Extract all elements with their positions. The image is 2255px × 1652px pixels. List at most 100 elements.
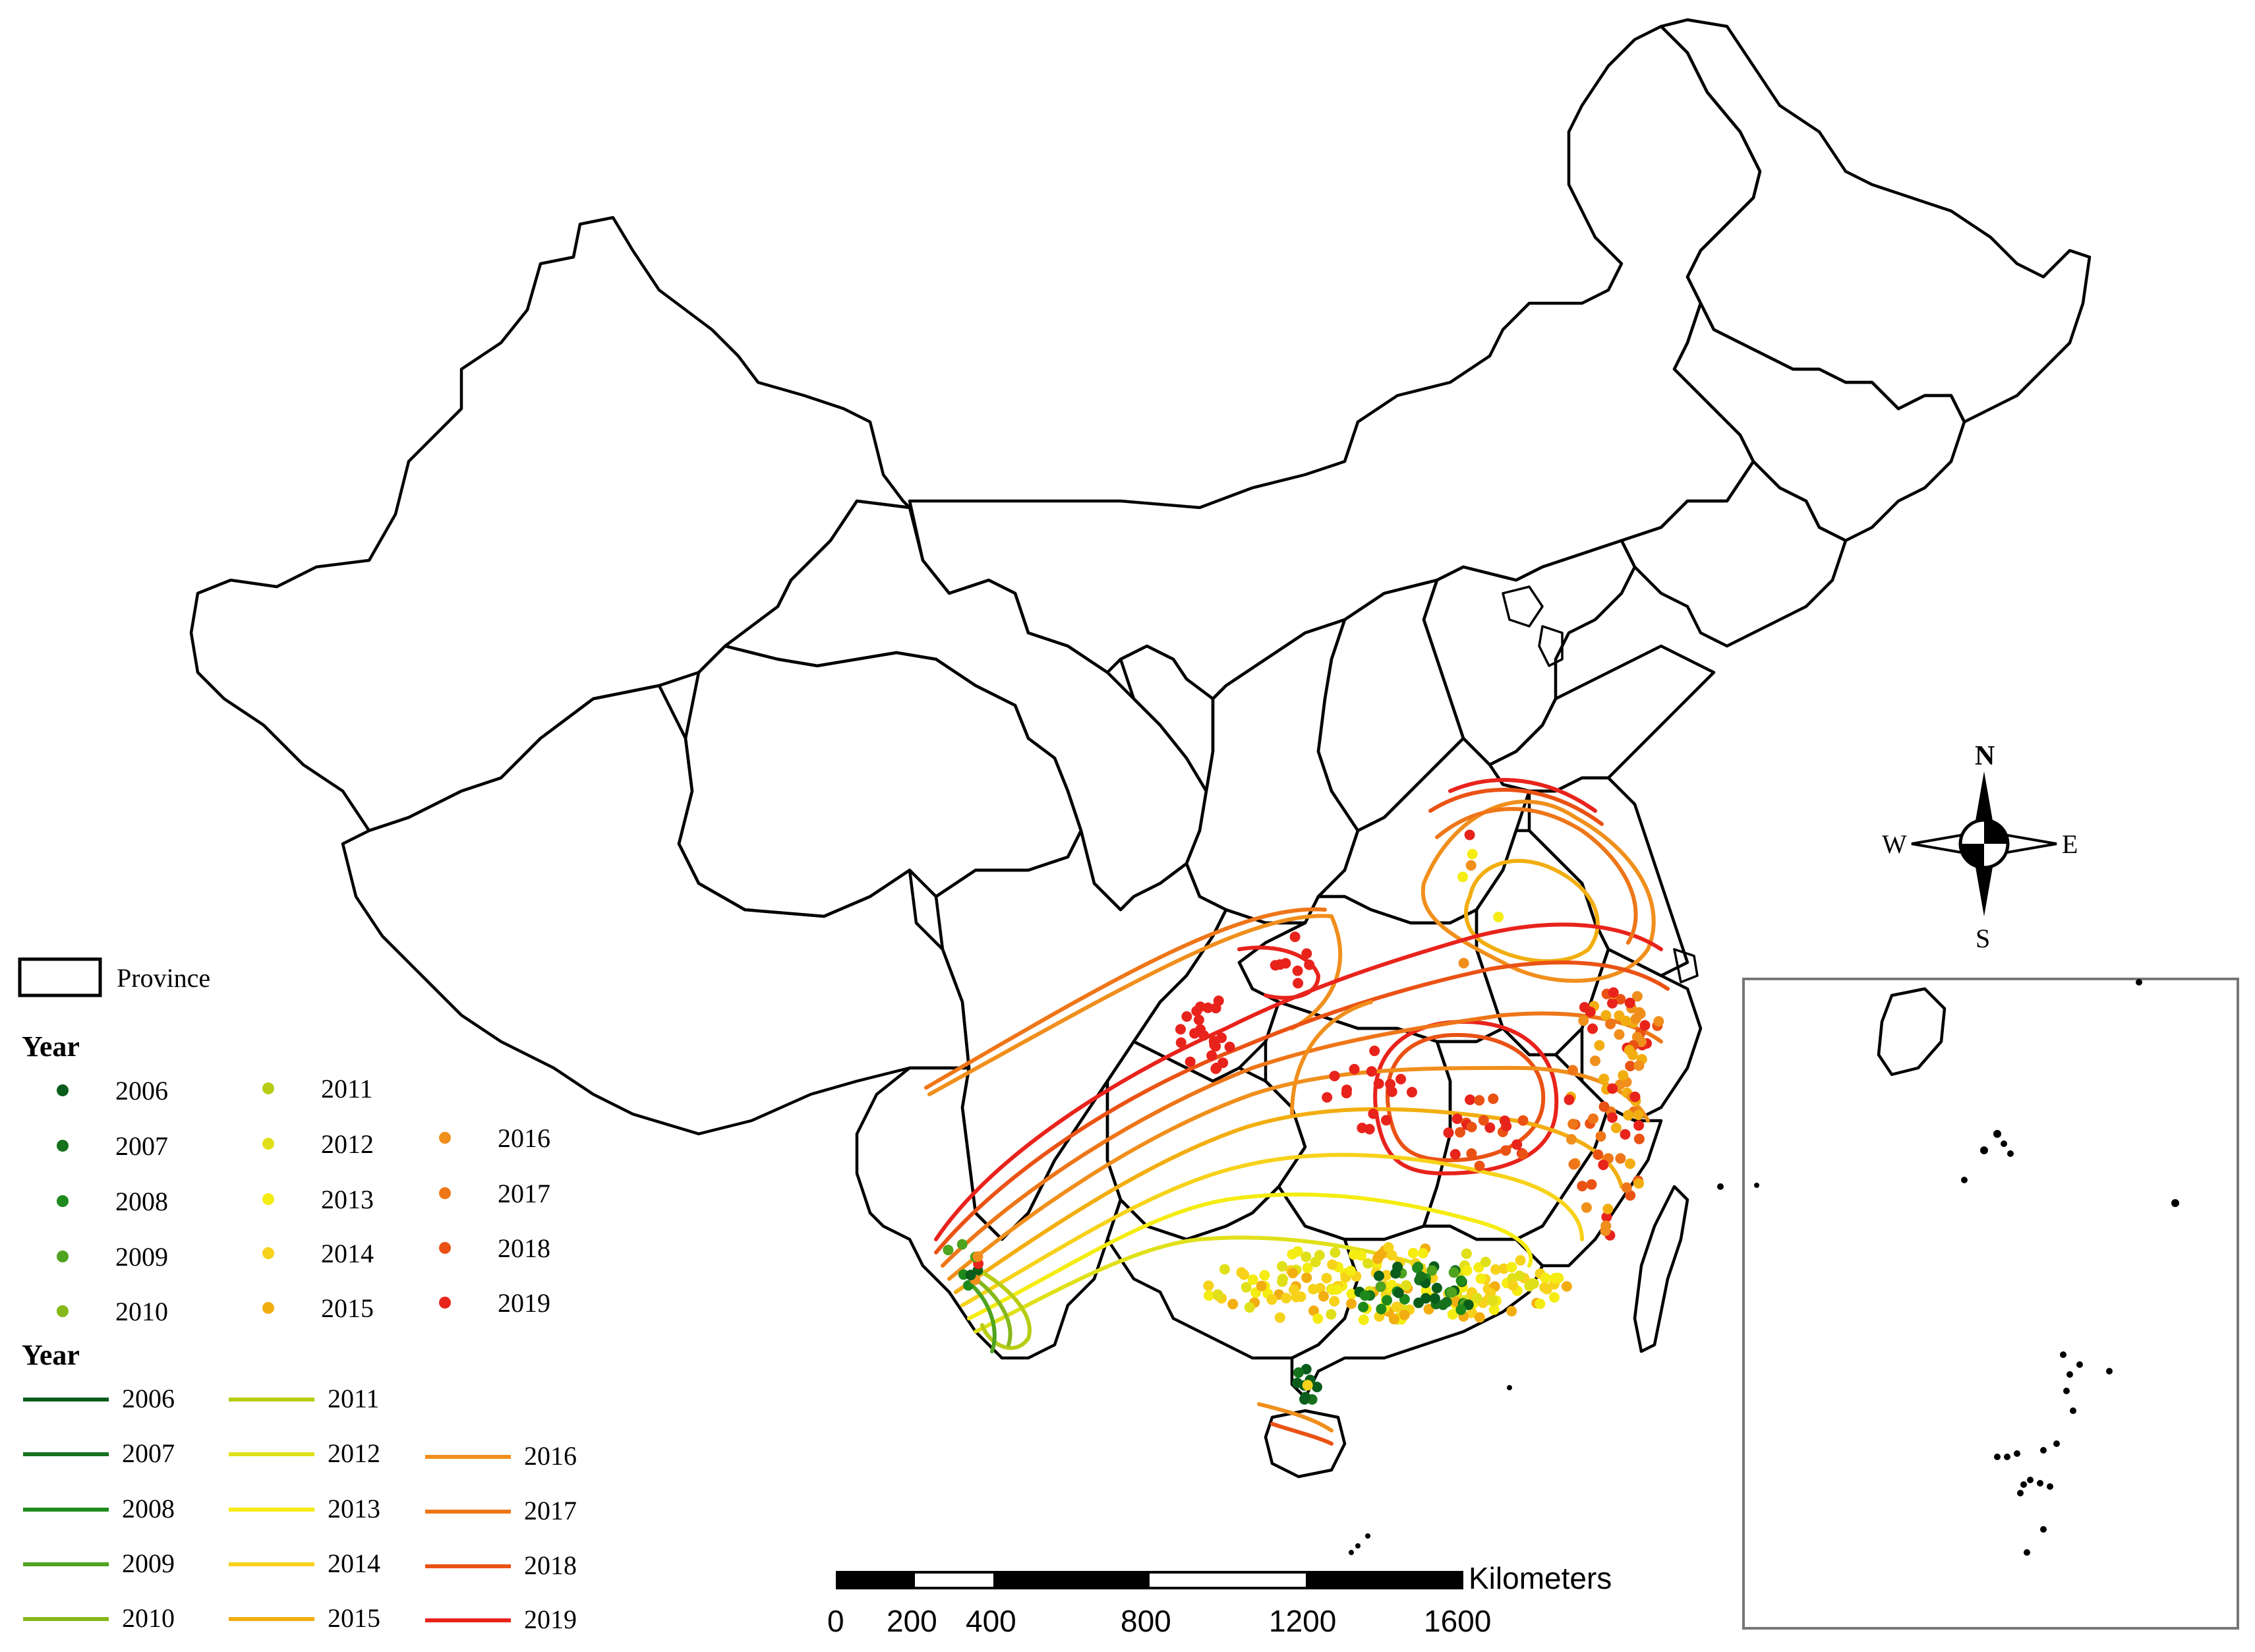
observation-point [1614,1029,1625,1040]
observation-point [1417,1248,1428,1259]
observation-point [956,1239,968,1250]
observation-point [1236,1267,1247,1278]
legend-point-label-2016: 2016 [498,1123,550,1153]
legend-point-marker-2016 [439,1132,451,1144]
province-shandong [1488,644,1716,793]
observation-point [1566,1134,1577,1145]
legend-point-label-2015: 2015 [321,1293,374,1323]
legend-point-label-2008: 2008 [115,1187,168,1216]
observation-point [1247,1274,1258,1285]
observation-point [1386,1250,1397,1261]
observation-point [1426,1265,1438,1276]
observation-point [1374,1270,1384,1282]
observation-point [1517,1115,1529,1126]
observation-point [1508,1280,1519,1291]
observation-point [1301,1251,1312,1262]
province-qinghai [677,644,1083,918]
observation-point [1241,1282,1252,1293]
observation-point [1227,1299,1239,1310]
legend-line-label-2008: 2008 [122,1494,175,1523]
scale-unit: Kilometers [1469,1561,1612,1595]
scale-tick-400: 400 [966,1604,1016,1638]
observation-point [1364,1123,1375,1135]
observation-point [1581,1202,1592,1213]
observation-point [1407,1086,1417,1098]
observation-point [1366,1066,1377,1077]
observation-point [1488,1304,1500,1315]
legend-points-heading: Year [22,1030,80,1063]
observation-point [1474,1095,1485,1106]
compass-west-label: W [1882,829,1907,859]
observation-point [1329,1295,1340,1307]
observation-point [1615,993,1626,1005]
legend-line-label-2013: 2013 [328,1494,380,1523]
observation-point [1493,912,1504,922]
observation-point [1607,997,1618,1009]
legend-point-marker-2012 [262,1138,274,1150]
observation-point [1407,1247,1419,1258]
observation-point [1447,1309,1458,1320]
observation-point [1600,1010,1612,1021]
observation-point [1590,1055,1600,1067]
observation-point [1330,1247,1341,1258]
observation-point [1484,1122,1496,1133]
observation-point [1587,1023,1598,1034]
observation-point [1457,871,1469,883]
observation-point [1293,1367,1304,1378]
observation-point [1191,1005,1202,1017]
observation-point [1203,1280,1214,1291]
observation-point [1382,1295,1393,1306]
legend-line-label-2018: 2018 [524,1550,577,1580]
observation-point [1633,1060,1645,1071]
observation-point [1624,997,1635,1009]
legend-point-label-2006: 2006 [115,1076,168,1106]
observation-point [1259,1270,1270,1281]
province-xinjiang [189,216,912,833]
legend-point-label-2014: 2014 [321,1239,374,1268]
observation-point [1346,1298,1357,1309]
scale-tick-800: 800 [1121,1604,1171,1638]
observation-point [1601,1212,1612,1222]
province-shanxi [1316,578,1465,833]
province-guangxi [1105,1185,1360,1360]
observation-point [1608,987,1619,998]
province-hainan [1264,1409,1347,1479]
observation-point [1399,1309,1410,1320]
observation-point [1467,1307,1477,1318]
observation-point [1540,1272,1551,1283]
province-zhejiang [1580,947,1703,1123]
observation-point [1550,1272,1561,1283]
legend-point-label-2010: 2010 [115,1297,168,1326]
observation-point [1386,1086,1397,1098]
observation-point [1381,1115,1391,1126]
legend-lines-heading: Year [22,1339,80,1371]
observation-point [1321,1272,1332,1283]
observation-point [1480,1256,1491,1268]
observation-point [1607,1112,1618,1123]
observation-point [972,1251,983,1262]
observation-point [1625,1190,1636,1201]
observation-point [1598,1101,1610,1112]
compass-east-label: E [2062,829,2078,859]
observation-point [1593,1149,1604,1160]
legend-point-marker-2013 [262,1193,274,1205]
observation-point [1270,960,1281,971]
province-swatch [18,957,102,997]
observation-point [1466,1121,1477,1133]
observation-point [1441,1297,1452,1308]
observation-point [1358,1314,1369,1326]
observation-point [1458,958,1469,968]
observation-point [1314,1250,1325,1261]
observation-point [1443,1127,1454,1138]
legend-line-label-2019: 2019 [524,1605,577,1634]
legend-line-label-2009: 2009 [122,1549,175,1578]
observation-point [1474,1160,1485,1171]
observation-point [1189,1028,1200,1039]
observation-point [1461,1248,1472,1259]
observation-point [1620,1015,1631,1026]
province-gansu [723,499,1208,912]
scale-tick-200: 200 [887,1604,937,1638]
observation-point [1517,1148,1529,1160]
observation-point [1345,1265,1356,1276]
observation-point [1289,1284,1299,1295]
